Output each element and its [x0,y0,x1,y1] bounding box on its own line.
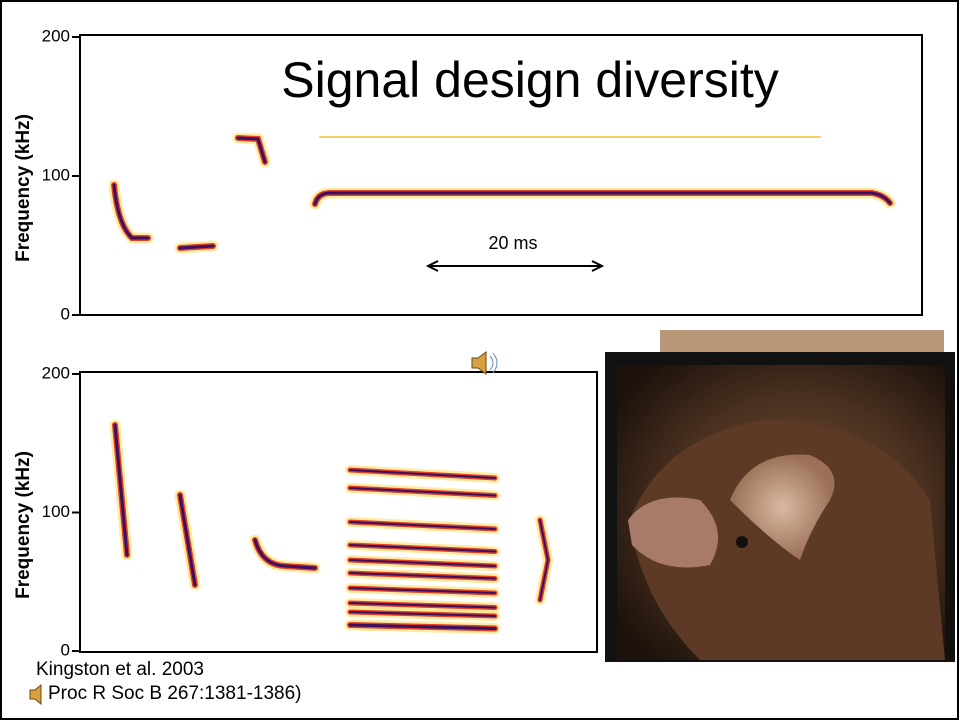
bat-photo [605,330,955,662]
slide-title: Signal design diversity [281,52,779,108]
slide: Signal design diversity Frequency (kHz) … [0,0,960,721]
citation-authors: Kingston et al. 2003 [36,659,204,680]
y-axis-label: Frequency (kHz) [13,451,34,599]
citation-journal: Proc R Soc B 267:1381-1386) [48,683,302,704]
y-tick-label: 100 [42,502,70,521]
scale-bar-label: 20 ms [488,233,537,253]
y-tick-label: 0 [61,304,70,323]
y-tick-label: 0 [61,640,70,659]
bat-eye [736,536,748,548]
y-tick-label: 200 [42,26,70,45]
y-tick-label: 200 [42,363,70,382]
y-axis-label: Frequency (kHz) [13,114,34,262]
y-tick-label: 100 [42,165,70,184]
trace-core [180,246,213,248]
